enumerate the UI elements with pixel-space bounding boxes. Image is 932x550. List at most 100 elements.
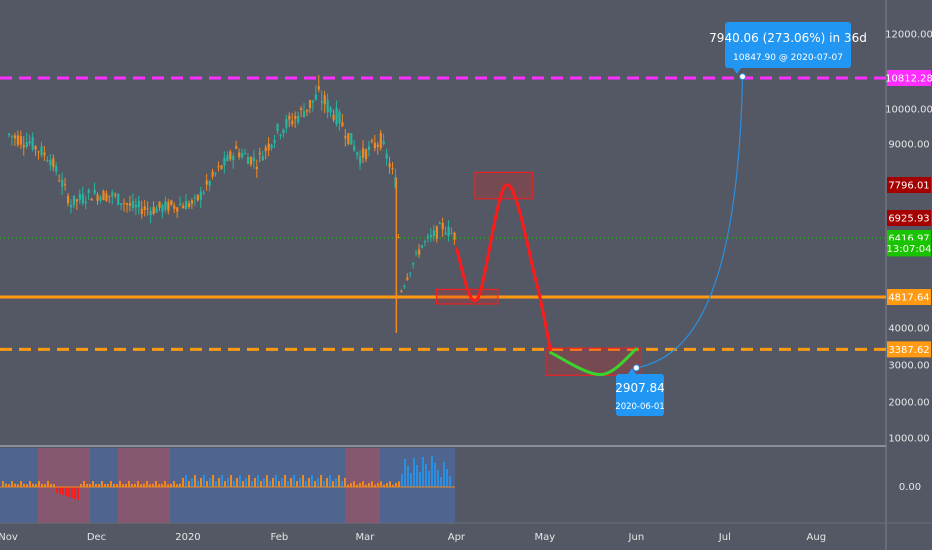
- candle-body: [249, 156, 253, 165]
- indicator-bar: [146, 481, 148, 487]
- indicator-bar: [296, 481, 298, 487]
- candle-body: [450, 232, 453, 234]
- indicator-bar: [167, 484, 169, 487]
- candle-body: [87, 190, 90, 194]
- indicator-bar: [230, 475, 232, 487]
- price-label-tag[interactable]: 13:07:04: [887, 240, 932, 257]
- indicator-bar: [338, 475, 340, 487]
- candle-body: [418, 249, 421, 255]
- candle-body: [244, 153, 247, 155]
- indicator-bar: [428, 471, 430, 487]
- candle-body: [291, 120, 294, 125]
- indicator-bar: [74, 487, 76, 499]
- projection-start-point[interactable]: [632, 364, 640, 372]
- indicator-bar: [71, 487, 73, 498]
- indicator-bar: [344, 478, 346, 487]
- candle-body: [305, 109, 309, 112]
- candle-body: [320, 101, 323, 103]
- indicator-bar: [200, 478, 202, 487]
- price-label-tag[interactable]: 7796.01: [887, 177, 931, 193]
- candle-body: [22, 145, 25, 148]
- candle-body: [258, 152, 261, 155]
- indicator-bar: [53, 484, 55, 487]
- candle-body: [379, 132, 382, 149]
- target-box[interactable]: [474, 171, 533, 200]
- candle-body: [356, 152, 359, 156]
- price-label-tag[interactable]: 4817.64: [887, 289, 931, 305]
- candle-body: [409, 272, 412, 274]
- indicator-bar: [332, 481, 334, 487]
- indicator-bar: [404, 459, 406, 487]
- candle-body: [34, 146, 37, 150]
- indicator-bar: [416, 465, 418, 487]
- candle-body: [223, 157, 226, 166]
- candle-body: [28, 141, 31, 144]
- indicator-bar: [251, 481, 253, 487]
- candle-body: [232, 155, 235, 161]
- forecast-green-path[interactable]: [549, 347, 638, 377]
- indicator-bar: [2, 481, 4, 487]
- candle-body: [217, 165, 220, 168]
- indicator-bar: [389, 481, 391, 487]
- candle-body: [267, 143, 270, 151]
- indicator-bar: [170, 483, 172, 487]
- indicator-bar: [308, 478, 310, 487]
- indicator-bar: [176, 484, 178, 487]
- price-label-tag[interactable]: 3387.62: [887, 341, 931, 358]
- candle-body: [329, 107, 332, 113]
- candle-body: [131, 200, 135, 208]
- candle-body: [297, 115, 300, 123]
- indicator-bar: [239, 475, 241, 487]
- projection-tooltip-top[interactable]: 7940.06 (273.06%) in 36d 10847.90 @ 2020…: [709, 22, 867, 74]
- indicator-bar: [131, 484, 133, 487]
- indicator-bar: [122, 484, 124, 487]
- indicator-bar: [419, 472, 421, 487]
- indicator-bar: [26, 484, 28, 487]
- target-box[interactable]: [545, 347, 642, 376]
- candle-body: [205, 180, 208, 185]
- price-label-tag[interactable]: 10812.28: [885, 70, 932, 86]
- candle-body: [58, 180, 61, 182]
- time-axis: Nov Dec 2020 Feb Mar Apr May Jun Jul Aug: [0, 532, 826, 543]
- indicator-bar: [320, 475, 322, 487]
- indicator-bar: [383, 484, 385, 487]
- indicator-bar: [227, 478, 229, 487]
- time-tick-label: Jun: [628, 532, 645, 543]
- price-label-bg: [887, 289, 931, 305]
- candle-body: [69, 204, 73, 208]
- price-label-text: 10812.28: [885, 74, 932, 85]
- candle-body: [438, 223, 441, 225]
- indicator-bar: [413, 458, 415, 487]
- indicator-bar: [179, 483, 181, 487]
- candle-body: [288, 115, 291, 120]
- candle-body: [317, 86, 320, 90]
- price-label-tag[interactable]: 6925.93: [887, 210, 931, 226]
- indicator-bar: [47, 481, 49, 487]
- candle-body: [190, 200, 194, 204]
- indicator-bar: [113, 484, 115, 487]
- indicator-bar: [191, 478, 193, 487]
- candle-body: [332, 114, 335, 120]
- candle-body: [276, 124, 279, 131]
- forecast-red-path[interactable]: [454, 183, 553, 355]
- indicator-bar: [209, 478, 211, 487]
- indicator-bar: [89, 484, 91, 487]
- price-axis: 12000.00 10000.00 9000.00 4000.00 3000.00 200…: [885, 30, 932, 445]
- projection-curve[interactable]: [636, 76, 744, 369]
- candle-body: [350, 133, 353, 145]
- candle-body: [176, 207, 179, 212]
- projection-tooltip-bottom[interactable]: 2907.84 2020-06-01: [615, 368, 665, 416]
- indicator-bar: [65, 487, 67, 496]
- indicator-bar: [347, 484, 349, 487]
- candle-body: [314, 94, 317, 100]
- projection-end-point[interactable]: [739, 73, 747, 81]
- candle-body: [335, 107, 338, 125]
- indicator-bar: [311, 475, 313, 487]
- time-tick-label: Dec: [87, 532, 106, 543]
- indicator-bar: [128, 481, 130, 487]
- indicator-bar: [386, 482, 388, 487]
- indicator-bar: [422, 457, 424, 487]
- candle-body: [152, 206, 155, 214]
